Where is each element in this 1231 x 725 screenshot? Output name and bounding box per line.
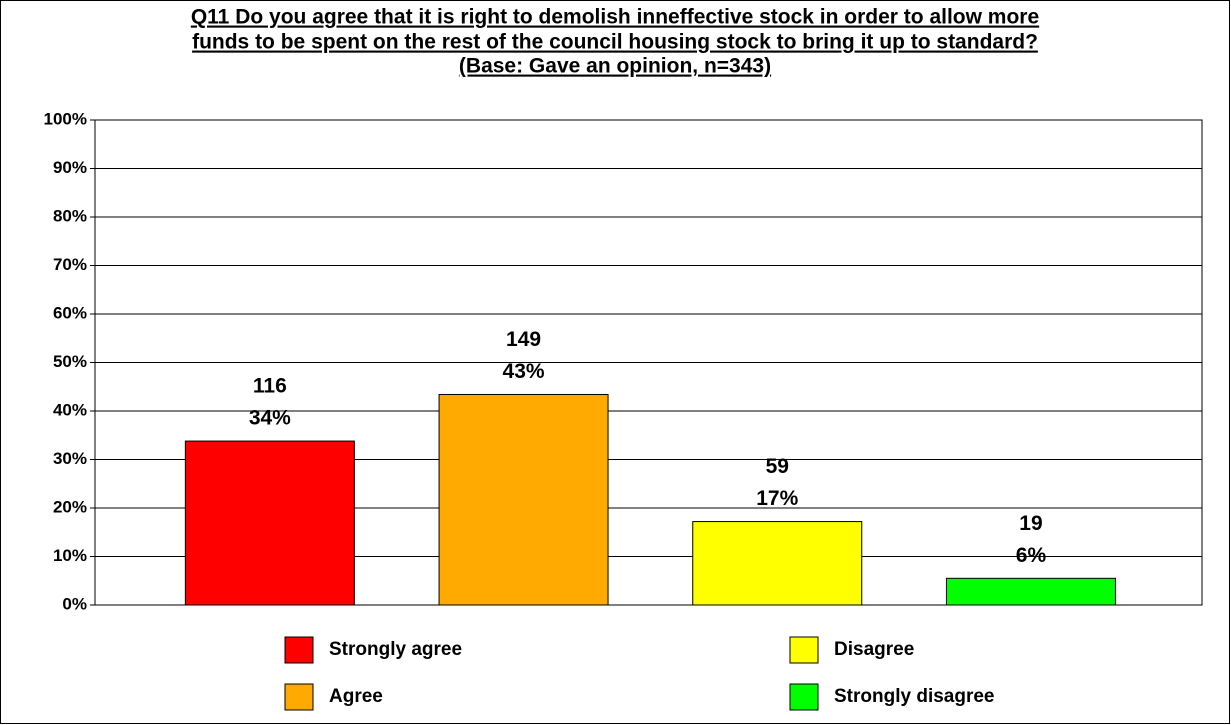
y-tick-label: 40% <box>53 400 87 419</box>
data-label: 34% <box>249 407 291 430</box>
y-tick-label: 100% <box>44 109 87 128</box>
bar <box>438 394 609 606</box>
y-tick-label: 50% <box>53 352 87 371</box>
y-tick-label: 30% <box>53 449 87 468</box>
data-label: 59 <box>766 455 789 478</box>
chart-title: Q11 Do you agree that it is right to dem… <box>191 6 1039 29</box>
y-tick-label: 70% <box>53 255 87 274</box>
legend-label: Strongly agree <box>329 639 462 660</box>
data-label: 17% <box>756 487 798 510</box>
data-label: 149 <box>506 328 541 351</box>
legend-swatch <box>284 636 314 664</box>
legend-label: Strongly disagree <box>834 686 995 707</box>
legend-swatch <box>284 683 314 711</box>
y-tick-label: 0% <box>62 594 87 613</box>
bar <box>692 521 863 606</box>
data-label: 116 <box>253 375 287 398</box>
data-label: 19 <box>1019 512 1042 535</box>
data-label: 43% <box>503 360 545 383</box>
y-tick-label: 20% <box>53 497 87 516</box>
data-label: 6% <box>1016 544 1047 567</box>
y-tick-label: 60% <box>53 303 87 322</box>
legend-label: Disagree <box>834 639 914 660</box>
chart-subtitle: (Base: Gave an opinion, n=343) <box>459 55 771 78</box>
chart-title: funds to be spent on the rest of the cou… <box>192 31 1038 54</box>
bar <box>945 577 1116 606</box>
bar <box>184 440 355 606</box>
legend-label: Agree <box>329 686 383 707</box>
y-tick-label: 10% <box>53 546 87 565</box>
legend-swatch <box>789 683 819 711</box>
y-tick-label: 80% <box>53 206 87 225</box>
y-tick-label: 90% <box>53 158 87 177</box>
legend-swatch <box>789 636 819 664</box>
